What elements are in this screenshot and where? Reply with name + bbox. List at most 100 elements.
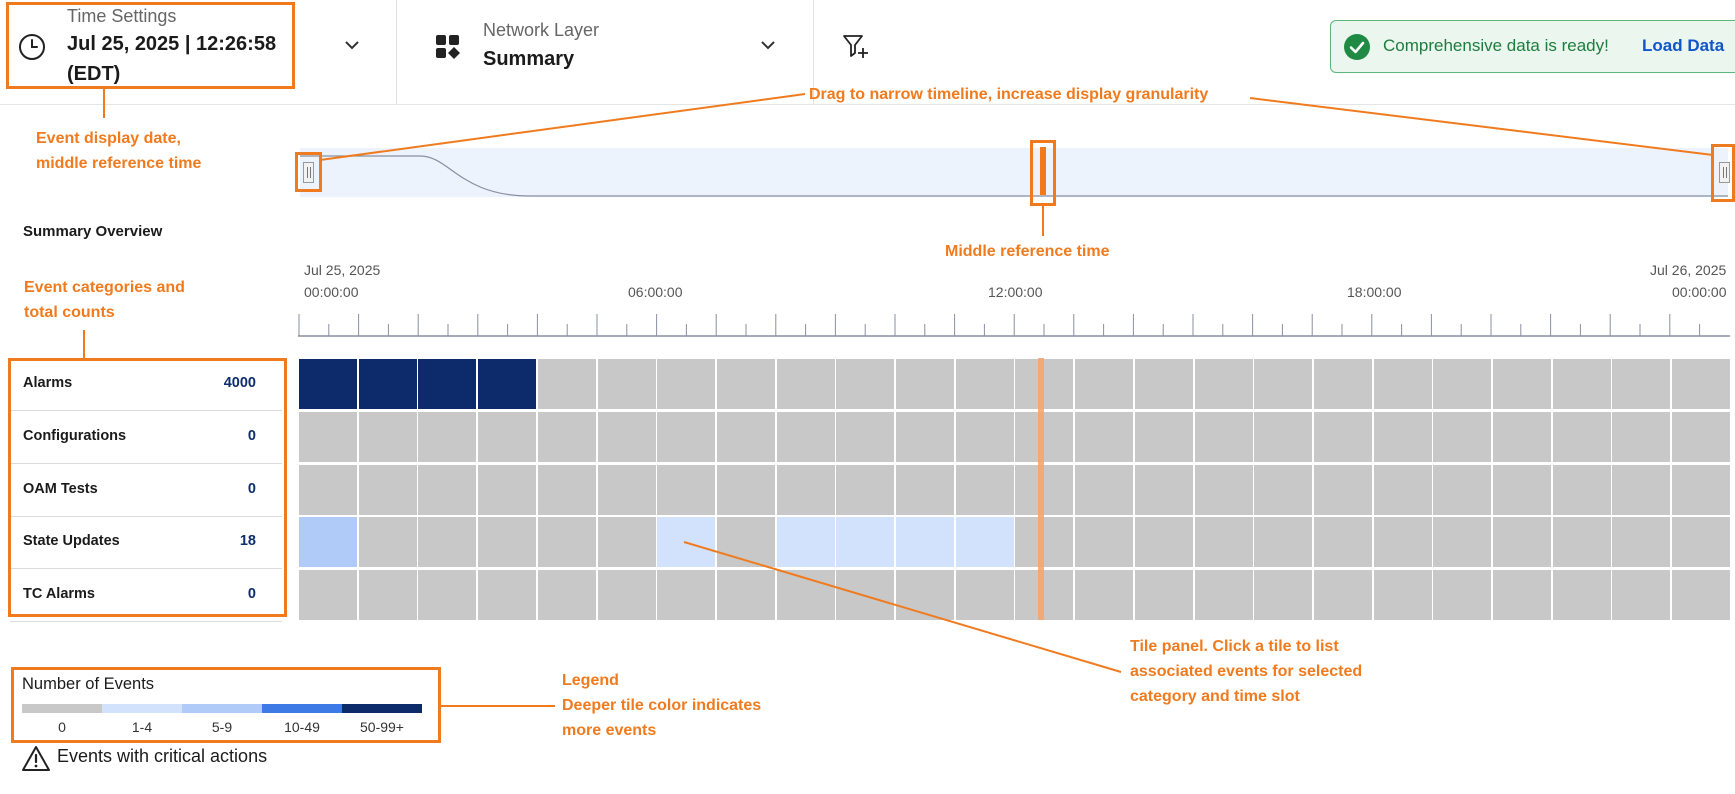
event-tile[interactable] xyxy=(1313,570,1372,620)
event-tile[interactable] xyxy=(1493,412,1551,462)
event-tile[interactable] xyxy=(1552,570,1611,620)
event-tile[interactable] xyxy=(1373,359,1432,409)
event-tile[interactable] xyxy=(1612,517,1671,567)
event-tile[interactable] xyxy=(657,412,716,462)
event-tile[interactable] xyxy=(836,517,895,567)
event-tile[interactable] xyxy=(1552,359,1611,409)
event-tile[interactable] xyxy=(657,359,716,409)
event-tile[interactable] xyxy=(299,517,357,567)
event-tile[interactable] xyxy=(418,570,477,620)
event-tile[interactable] xyxy=(1313,359,1372,409)
event-tile[interactable] xyxy=(776,465,835,515)
event-tile[interactable] xyxy=(1433,465,1492,515)
event-tile[interactable] xyxy=(478,517,537,567)
event-tile[interactable] xyxy=(1075,517,1134,567)
event-tile[interactable] xyxy=(299,412,357,462)
event-tile[interactable] xyxy=(418,359,477,409)
event-tile[interactable] xyxy=(358,517,417,567)
timeline-right-handle[interactable] xyxy=(1719,162,1730,183)
event-tile[interactable] xyxy=(358,359,417,409)
event-tile[interactable] xyxy=(1075,412,1134,462)
load-data-link[interactable]: Load Data xyxy=(1642,36,1725,55)
event-tile[interactable] xyxy=(1134,412,1193,462)
event-tile[interactable] xyxy=(1313,517,1372,567)
event-tile[interactable] xyxy=(1075,465,1134,515)
event-tile[interactable] xyxy=(1672,465,1731,515)
event-tile[interactable] xyxy=(1433,517,1492,567)
event-tile[interactable] xyxy=(597,359,656,409)
event-tile[interactable] xyxy=(1075,359,1134,409)
event-tile[interactable] xyxy=(1672,517,1731,567)
event-tile[interactable] xyxy=(776,359,835,409)
event-tile[interactable] xyxy=(896,412,954,462)
event-tile[interactable] xyxy=(1194,570,1253,620)
event-tile[interactable] xyxy=(418,412,477,462)
event-tile[interactable] xyxy=(478,412,537,462)
event-tile[interactable] xyxy=(1552,412,1611,462)
event-tile[interactable] xyxy=(1134,465,1193,515)
event-tile[interactable] xyxy=(1254,412,1313,462)
event-tile[interactable] xyxy=(1493,465,1551,515)
event-tile[interactable] xyxy=(1313,412,1372,462)
time-settings-control[interactable]: Time Settings Jul 25, 2025 | 12:26:58 (E… xyxy=(0,0,396,104)
event-tile[interactable] xyxy=(358,465,417,515)
chevron-down-icon[interactable] xyxy=(343,38,361,56)
event-tile[interactable] xyxy=(836,465,895,515)
event-tile[interactable] xyxy=(537,359,596,409)
event-tile[interactable] xyxy=(537,517,596,567)
event-tile[interactable] xyxy=(896,570,954,620)
event-tile[interactable] xyxy=(1672,412,1731,462)
event-tile[interactable] xyxy=(299,359,357,409)
event-tile[interactable] xyxy=(597,412,656,462)
event-tile[interactable] xyxy=(896,359,954,409)
event-tile[interactable] xyxy=(955,570,1014,620)
event-tile[interactable] xyxy=(1015,570,1074,620)
event-tile[interactable] xyxy=(1552,517,1611,567)
event-tile[interactable] xyxy=(358,570,417,620)
event-tile[interactable] xyxy=(716,359,775,409)
event-tile[interactable] xyxy=(1672,359,1731,409)
event-tile[interactable] xyxy=(836,412,895,462)
chevron-down-icon[interactable] xyxy=(759,38,777,56)
event-tile[interactable] xyxy=(1254,570,1313,620)
network-layer-selector[interactable]: Network Layer Summary xyxy=(397,0,813,104)
event-tile[interactable] xyxy=(955,412,1014,462)
event-tile[interactable] xyxy=(955,517,1014,567)
event-tile[interactable] xyxy=(1493,570,1551,620)
event-tile[interactable] xyxy=(716,412,775,462)
event-tile[interactable] xyxy=(716,517,775,567)
event-tile[interactable] xyxy=(1254,359,1313,409)
event-tile[interactable] xyxy=(1134,517,1193,567)
event-tile[interactable] xyxy=(1194,412,1253,462)
timeline-left-handle[interactable] xyxy=(303,162,314,183)
event-tile[interactable] xyxy=(657,570,716,620)
event-tile[interactable] xyxy=(1552,465,1611,515)
event-tile[interactable] xyxy=(1015,359,1074,409)
event-tile[interactable] xyxy=(1194,359,1253,409)
event-tile[interactable] xyxy=(1134,570,1193,620)
event-tile[interactable] xyxy=(1015,465,1074,515)
event-tile[interactable] xyxy=(1433,570,1492,620)
event-tile[interactable] xyxy=(537,412,596,462)
event-tile[interactable] xyxy=(896,517,954,567)
event-tile[interactable] xyxy=(358,412,417,462)
event-tile[interactable] xyxy=(955,465,1014,515)
event-tile[interactable] xyxy=(1134,359,1193,409)
event-tile[interactable] xyxy=(716,465,775,515)
event-tile[interactable] xyxy=(1373,465,1432,515)
event-tile[interactable] xyxy=(597,517,656,567)
event-tile[interactable] xyxy=(1194,465,1253,515)
event-tile[interactable] xyxy=(1433,359,1492,409)
event-tile[interactable] xyxy=(1194,517,1253,567)
event-tile[interactable] xyxy=(478,570,537,620)
event-tile[interactable] xyxy=(1075,570,1134,620)
event-tile[interactable] xyxy=(716,570,775,620)
event-tile[interactable] xyxy=(955,359,1014,409)
event-tile[interactable] xyxy=(299,465,357,515)
filter-add-icon[interactable] xyxy=(841,32,869,65)
event-tile[interactable] xyxy=(1254,517,1313,567)
event-tile[interactable] xyxy=(597,570,656,620)
event-tile[interactable] xyxy=(537,570,596,620)
event-tile[interactable] xyxy=(1254,465,1313,515)
event-tile[interactable] xyxy=(836,359,895,409)
